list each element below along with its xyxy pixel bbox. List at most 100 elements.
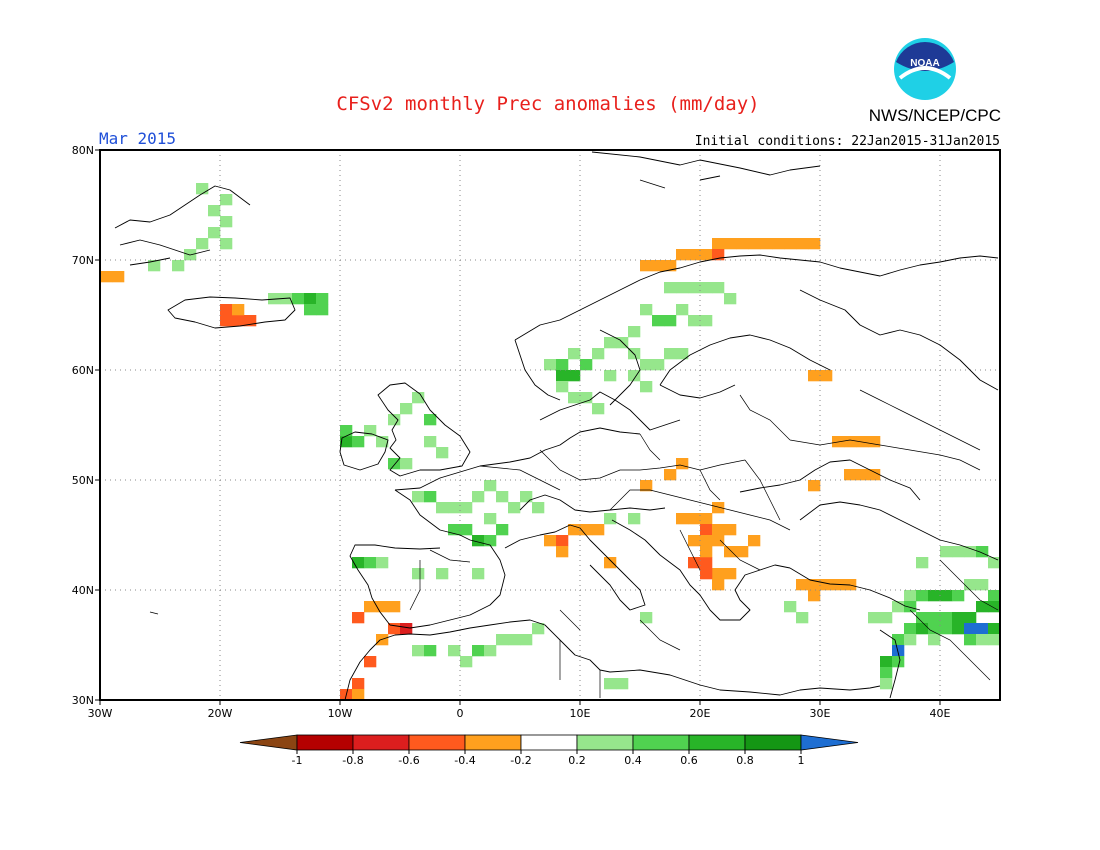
anomaly-cell — [352, 612, 365, 624]
anomaly-cell — [724, 524, 737, 536]
anomaly-cell — [580, 359, 593, 371]
lon-tick-label: 20E — [690, 707, 711, 720]
anomaly-cell — [712, 579, 725, 591]
anomaly-cell — [700, 513, 713, 525]
anomaly-cell — [424, 436, 437, 448]
colorbar-bin — [688, 734, 746, 751]
colorbar-label: 0.2 — [568, 754, 586, 767]
forecast-month-label: Mar 2015 — [99, 129, 176, 148]
anomaly-cell — [712, 502, 725, 514]
lat-tick-label: 50N — [72, 474, 94, 487]
anomaly-cell — [676, 348, 689, 360]
lon-tick-label: 10E — [570, 707, 591, 720]
anomaly-cell — [964, 612, 977, 624]
anomaly-cell — [376, 601, 389, 613]
anomaly-cell — [604, 337, 617, 349]
anomaly-cell — [520, 634, 533, 646]
anomaly-cell — [916, 612, 929, 624]
anomaly-cell — [664, 469, 677, 481]
anomaly-cell — [556, 370, 569, 382]
anomaly-cell — [904, 590, 917, 602]
anomaly-cell — [436, 447, 449, 459]
coastlines — [114, 151, 999, 701]
anomaly-cell — [964, 546, 977, 558]
anomaly-cell — [664, 282, 677, 294]
colorbar-bin — [408, 734, 466, 751]
anomaly-cell — [724, 293, 737, 305]
anomaly-cell — [496, 524, 509, 536]
colorbar-bin — [296, 734, 354, 751]
country-borders — [409, 389, 999, 698]
anomaly-cell — [556, 546, 569, 558]
anomaly-cell — [688, 557, 701, 569]
anomaly-cell — [976, 634, 989, 646]
anomaly-cell — [712, 249, 725, 261]
anomaly-cell — [688, 249, 701, 261]
anomaly-cell — [364, 425, 377, 437]
anomaly-cell — [748, 238, 761, 250]
colorbar-label: 0.8 — [736, 754, 754, 767]
anomaly-cell — [940, 623, 953, 635]
anomaly-cell — [952, 590, 965, 602]
lat-tick-label: 60N — [72, 364, 94, 377]
anomaly-cells — [100, 183, 1001, 701]
anomaly-cell — [412, 392, 425, 404]
anomaly-cell — [844, 469, 857, 481]
anomaly-cell — [604, 513, 617, 525]
anomaly-cell — [484, 513, 497, 525]
anomaly-cell — [628, 326, 641, 338]
anomaly-cell — [904, 601, 917, 613]
anomaly-cell — [148, 260, 161, 272]
anomaly-cell — [412, 568, 425, 580]
anomaly-cell — [868, 436, 881, 448]
anomaly-cell — [724, 568, 737, 580]
anomaly-cell — [580, 392, 593, 404]
anomaly-cell — [592, 348, 605, 360]
anomaly-cell — [976, 546, 989, 558]
anomaly-cell — [796, 612, 809, 624]
anomaly-cell — [688, 282, 701, 294]
anomaly-cell — [616, 678, 629, 690]
anomaly-cell — [976, 579, 989, 591]
colorbar-bin — [520, 734, 578, 751]
colorbar-label: -0.4 — [454, 754, 475, 767]
anomaly-cell — [376, 436, 389, 448]
anomaly-cell — [820, 370, 833, 382]
anomaly-cell — [664, 260, 677, 272]
anomaly-cell — [544, 359, 557, 371]
anomaly-cell — [976, 601, 989, 613]
anomaly-cell — [640, 359, 653, 371]
anomaly-cell — [892, 634, 905, 646]
anomaly-cell — [460, 524, 473, 536]
anomaly-cell — [268, 293, 281, 305]
anomaly-cell — [520, 491, 533, 503]
anomaly-cell — [448, 524, 461, 536]
anomaly-cell — [364, 601, 377, 613]
anomaly-cell — [916, 557, 929, 569]
anomaly-cell — [700, 557, 713, 569]
anomaly-cell — [496, 491, 509, 503]
anomaly-cell — [232, 304, 245, 316]
anomaly-cell — [820, 579, 833, 591]
anomaly-cell — [172, 260, 185, 272]
lon-tick-label: 40E — [930, 707, 951, 720]
anomaly-cell — [316, 293, 329, 305]
lat-lon-grid — [100, 150, 1000, 700]
anomaly-cell — [436, 568, 449, 580]
anomaly-cell — [220, 238, 233, 250]
lon-tick-label: 30E — [810, 707, 831, 720]
anomaly-cell — [100, 271, 113, 283]
anomaly-cell — [580, 524, 593, 536]
color-legend: -1 -0.8 -0.6 -0.4 -0.2 0.2 0.4 0.6 0.8 1 — [239, 734, 859, 767]
anomaly-cell — [340, 425, 353, 437]
anomaly-cell — [796, 238, 809, 250]
anomaly-cell — [988, 623, 1001, 635]
anomaly-cell — [772, 238, 785, 250]
anomaly-cell — [784, 601, 797, 613]
colorbar-bin — [576, 734, 634, 751]
anomaly-cell — [640, 612, 653, 624]
anomaly-cell — [808, 238, 821, 250]
lat-tick-label: 80N — [72, 144, 94, 157]
anomaly-cell — [592, 403, 605, 415]
anomaly-cell — [868, 469, 881, 481]
